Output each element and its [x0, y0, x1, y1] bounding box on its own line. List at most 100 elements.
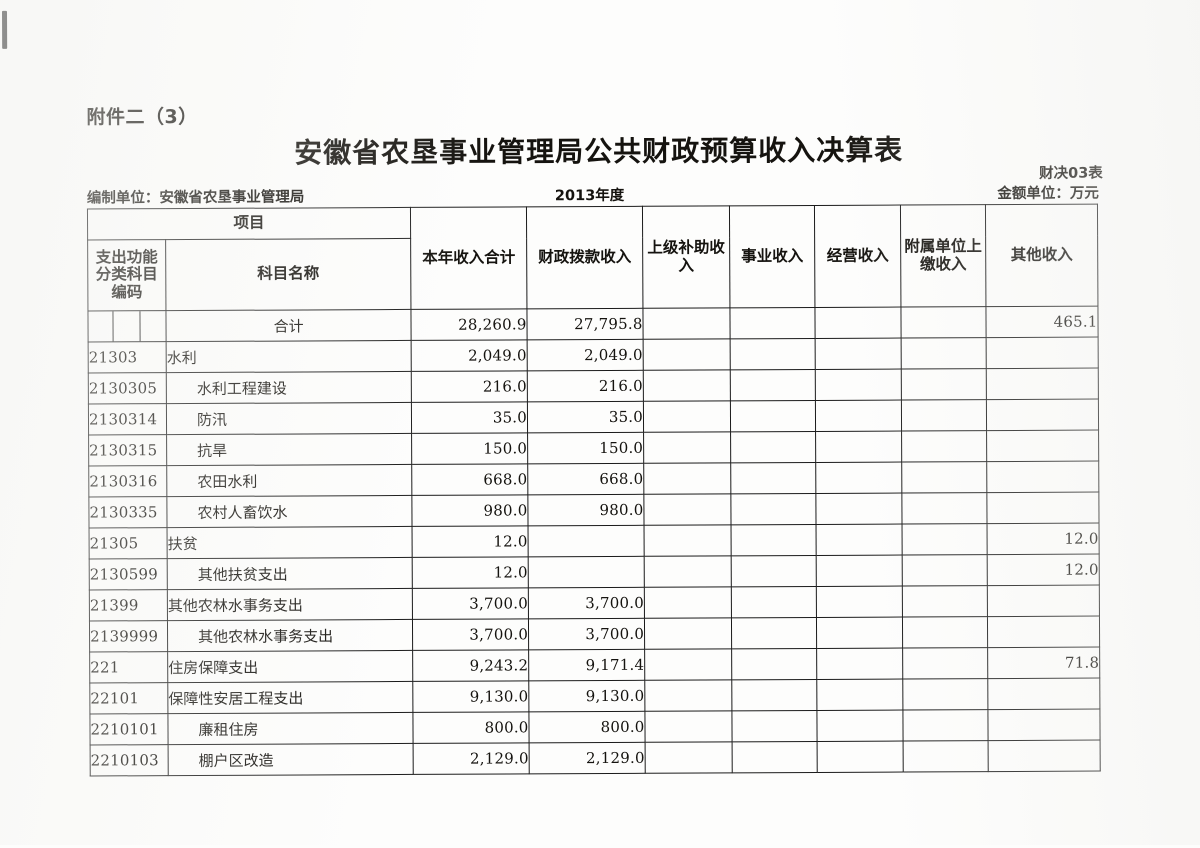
row-fiscal-appropriation: 800.0 [528, 711, 646, 743]
header-other-revenue: 其他收入 [985, 204, 1098, 307]
row-institution-revenue [731, 617, 817, 649]
row-superior-subsidy [644, 648, 732, 681]
row-operating-revenue [815, 431, 902, 463]
row-superior-subsidy [643, 369, 731, 402]
row-other-revenue: 12.0 [987, 554, 1100, 586]
budget-revenue-table: 项目 本年收入合计 财政拨款收入 上级补助收入 事业收入 经营收入 附属单位上缴… [87, 204, 1101, 777]
row-superior-subsidy [644, 679, 732, 712]
row-total-revenue: 28,260.9 [410, 308, 528, 341]
row-operating-revenue [817, 741, 904, 773]
row-superior-subsidy [644, 586, 732, 619]
row-institution-revenue [730, 462, 816, 494]
table-row: 21399 其他农林水事务支出 3,700.0 3,700.0 [89, 585, 1100, 621]
row-subject-name: 水利工程建设 [166, 371, 412, 404]
compile-unit-label: 编制单位：安徽省农垦事业管理局 [86, 189, 305, 207]
row-superior-subsidy [644, 617, 732, 650]
row-code: 2139999 [89, 620, 168, 652]
table-row: 22101 保障性安居工程支出 9,130.0 9,130.0 [89, 678, 1100, 714]
row-subordinate-remittance [901, 461, 987, 494]
row-fiscal-appropriation: 35.0 [527, 401, 644, 433]
row-subordinate-remittance [900, 306, 987, 339]
header-fiscal-appropriation: 财政拨款收入 [526, 206, 643, 309]
row-code: 2130305 [88, 372, 167, 404]
table-row: 2130305 水利工程建设 216.0 216.0 [88, 368, 1099, 404]
row-code: 21399 [89, 589, 168, 621]
header-operating-revenue: 经营收入 [814, 205, 901, 308]
row-other-revenue: 71.8 [987, 647, 1100, 679]
row-operating-revenue [816, 555, 903, 587]
row-total-revenue: 668.0 [411, 463, 528, 496]
row-superior-subsidy [643, 400, 731, 433]
row-other-revenue [986, 461, 1099, 493]
table-row: 2130599 其他扶贫支出 12.0 12.0 [89, 554, 1100, 590]
row-institution-revenue [731, 586, 817, 618]
table-row: 21305 扶贫 12.0 12.0 [89, 523, 1100, 559]
row-total-revenue: 9,130.0 [412, 680, 529, 713]
row-subject-name: 农田水利 [166, 464, 412, 497]
table-row: 合计 28,260.9 27,795.8 465.1 [87, 306, 1099, 343]
row-operating-revenue [816, 586, 903, 618]
row-subordinate-remittance [903, 740, 989, 773]
row-superior-subsidy [644, 524, 732, 557]
row-subject-name: 水利 [166, 340, 412, 373]
row-fiscal-appropriation: 2,129.0 [529, 742, 646, 774]
row-code: 2130335 [88, 496, 168, 528]
table-row: 2210101 廉租住房 800.0 800.0 [89, 709, 1101, 745]
row-code: 2210103 [90, 744, 169, 776]
row-superior-subsidy [644, 555, 732, 588]
attachment-label: 附件二（3） [86, 105, 198, 129]
row-fiscal-appropriation: 216.0 [527, 370, 644, 402]
row-superior-subsidy [643, 493, 732, 526]
row-code: 2130314 [88, 403, 167, 435]
row-operating-revenue [816, 648, 903, 680]
row-total-revenue: 9,243.2 [412, 649, 529, 682]
row-institution-revenue [731, 555, 817, 587]
table-row: 21303 水利 2,049.0 2,049.0 [88, 337, 1099, 374]
document-title: 安徽省农垦事业管理局公共财政预算收入决算表 [294, 133, 904, 170]
row-institution-revenue [730, 400, 816, 432]
row-other-revenue [987, 585, 1100, 617]
row-code: 22101 [89, 682, 168, 714]
row-other-revenue [986, 368, 1099, 400]
table-body: 合计 28,260.9 27,795.8 465.1 21303 水利 2,049.0 2,0… [87, 306, 1101, 776]
table-row: 2130335 农村人畜饮水 980.0 980.0 [88, 492, 1100, 528]
row-subordinate-remittance [901, 492, 988, 525]
row-code: 2130316 [88, 465, 167, 497]
row-total-revenue: 3,700.0 [412, 618, 529, 651]
row-fiscal-appropriation: 3,700.0 [528, 618, 645, 650]
row-fiscal-appropriation: 2,049.0 [527, 339, 644, 371]
row-subject-name: 扶贫 [167, 526, 413, 559]
row-fiscal-appropriation: 9,130.0 [528, 680, 645, 712]
row-subordinate-remittance [902, 647, 988, 680]
row-superior-subsidy [642, 307, 731, 340]
row-institution-revenue [731, 648, 817, 680]
row-subordinate-remittance [902, 709, 989, 742]
header-subordinate-remittance: 附属单位上缴收入 [900, 204, 986, 308]
row-total-revenue: 150.0 [411, 432, 528, 465]
row-total-revenue: 800.0 [412, 711, 530, 744]
scan-edge-mark [1, 10, 8, 49]
row-total-revenue: 12.0 [412, 556, 529, 589]
row-subordinate-remittance [902, 616, 988, 649]
row-other-revenue [986, 337, 1099, 369]
row-other-revenue [986, 492, 1100, 524]
row-total-revenue: 2,129.0 [413, 742, 530, 775]
document-meta-row: 编制单位：安徽省农垦事业管理局 2013年度 金额单位：万元 [87, 182, 1099, 207]
row-institution-revenue [730, 338, 816, 370]
row-institution-revenue [729, 307, 816, 339]
row-operating-revenue [814, 307, 902, 339]
header-group-item: 项目 [87, 207, 411, 241]
header-expenditure-function-code: 支出功能分类科目编码 [87, 239, 166, 312]
row-superior-subsidy [644, 710, 733, 743]
row-operating-revenue [815, 462, 902, 494]
row-subject-name: 其他农林水事务支出 [167, 619, 413, 652]
row-fiscal-appropriation: 27,795.8 [526, 308, 644, 340]
row-subject-name: 抗旱 [166, 433, 412, 466]
row-fiscal-appropriation [528, 556, 645, 588]
row-institution-revenue [732, 741, 818, 773]
row-superior-subsidy [643, 431, 731, 464]
row-other-revenue [987, 616, 1100, 648]
row-fiscal-appropriation: 668.0 [527, 463, 644, 495]
row-operating-revenue [816, 524, 903, 556]
